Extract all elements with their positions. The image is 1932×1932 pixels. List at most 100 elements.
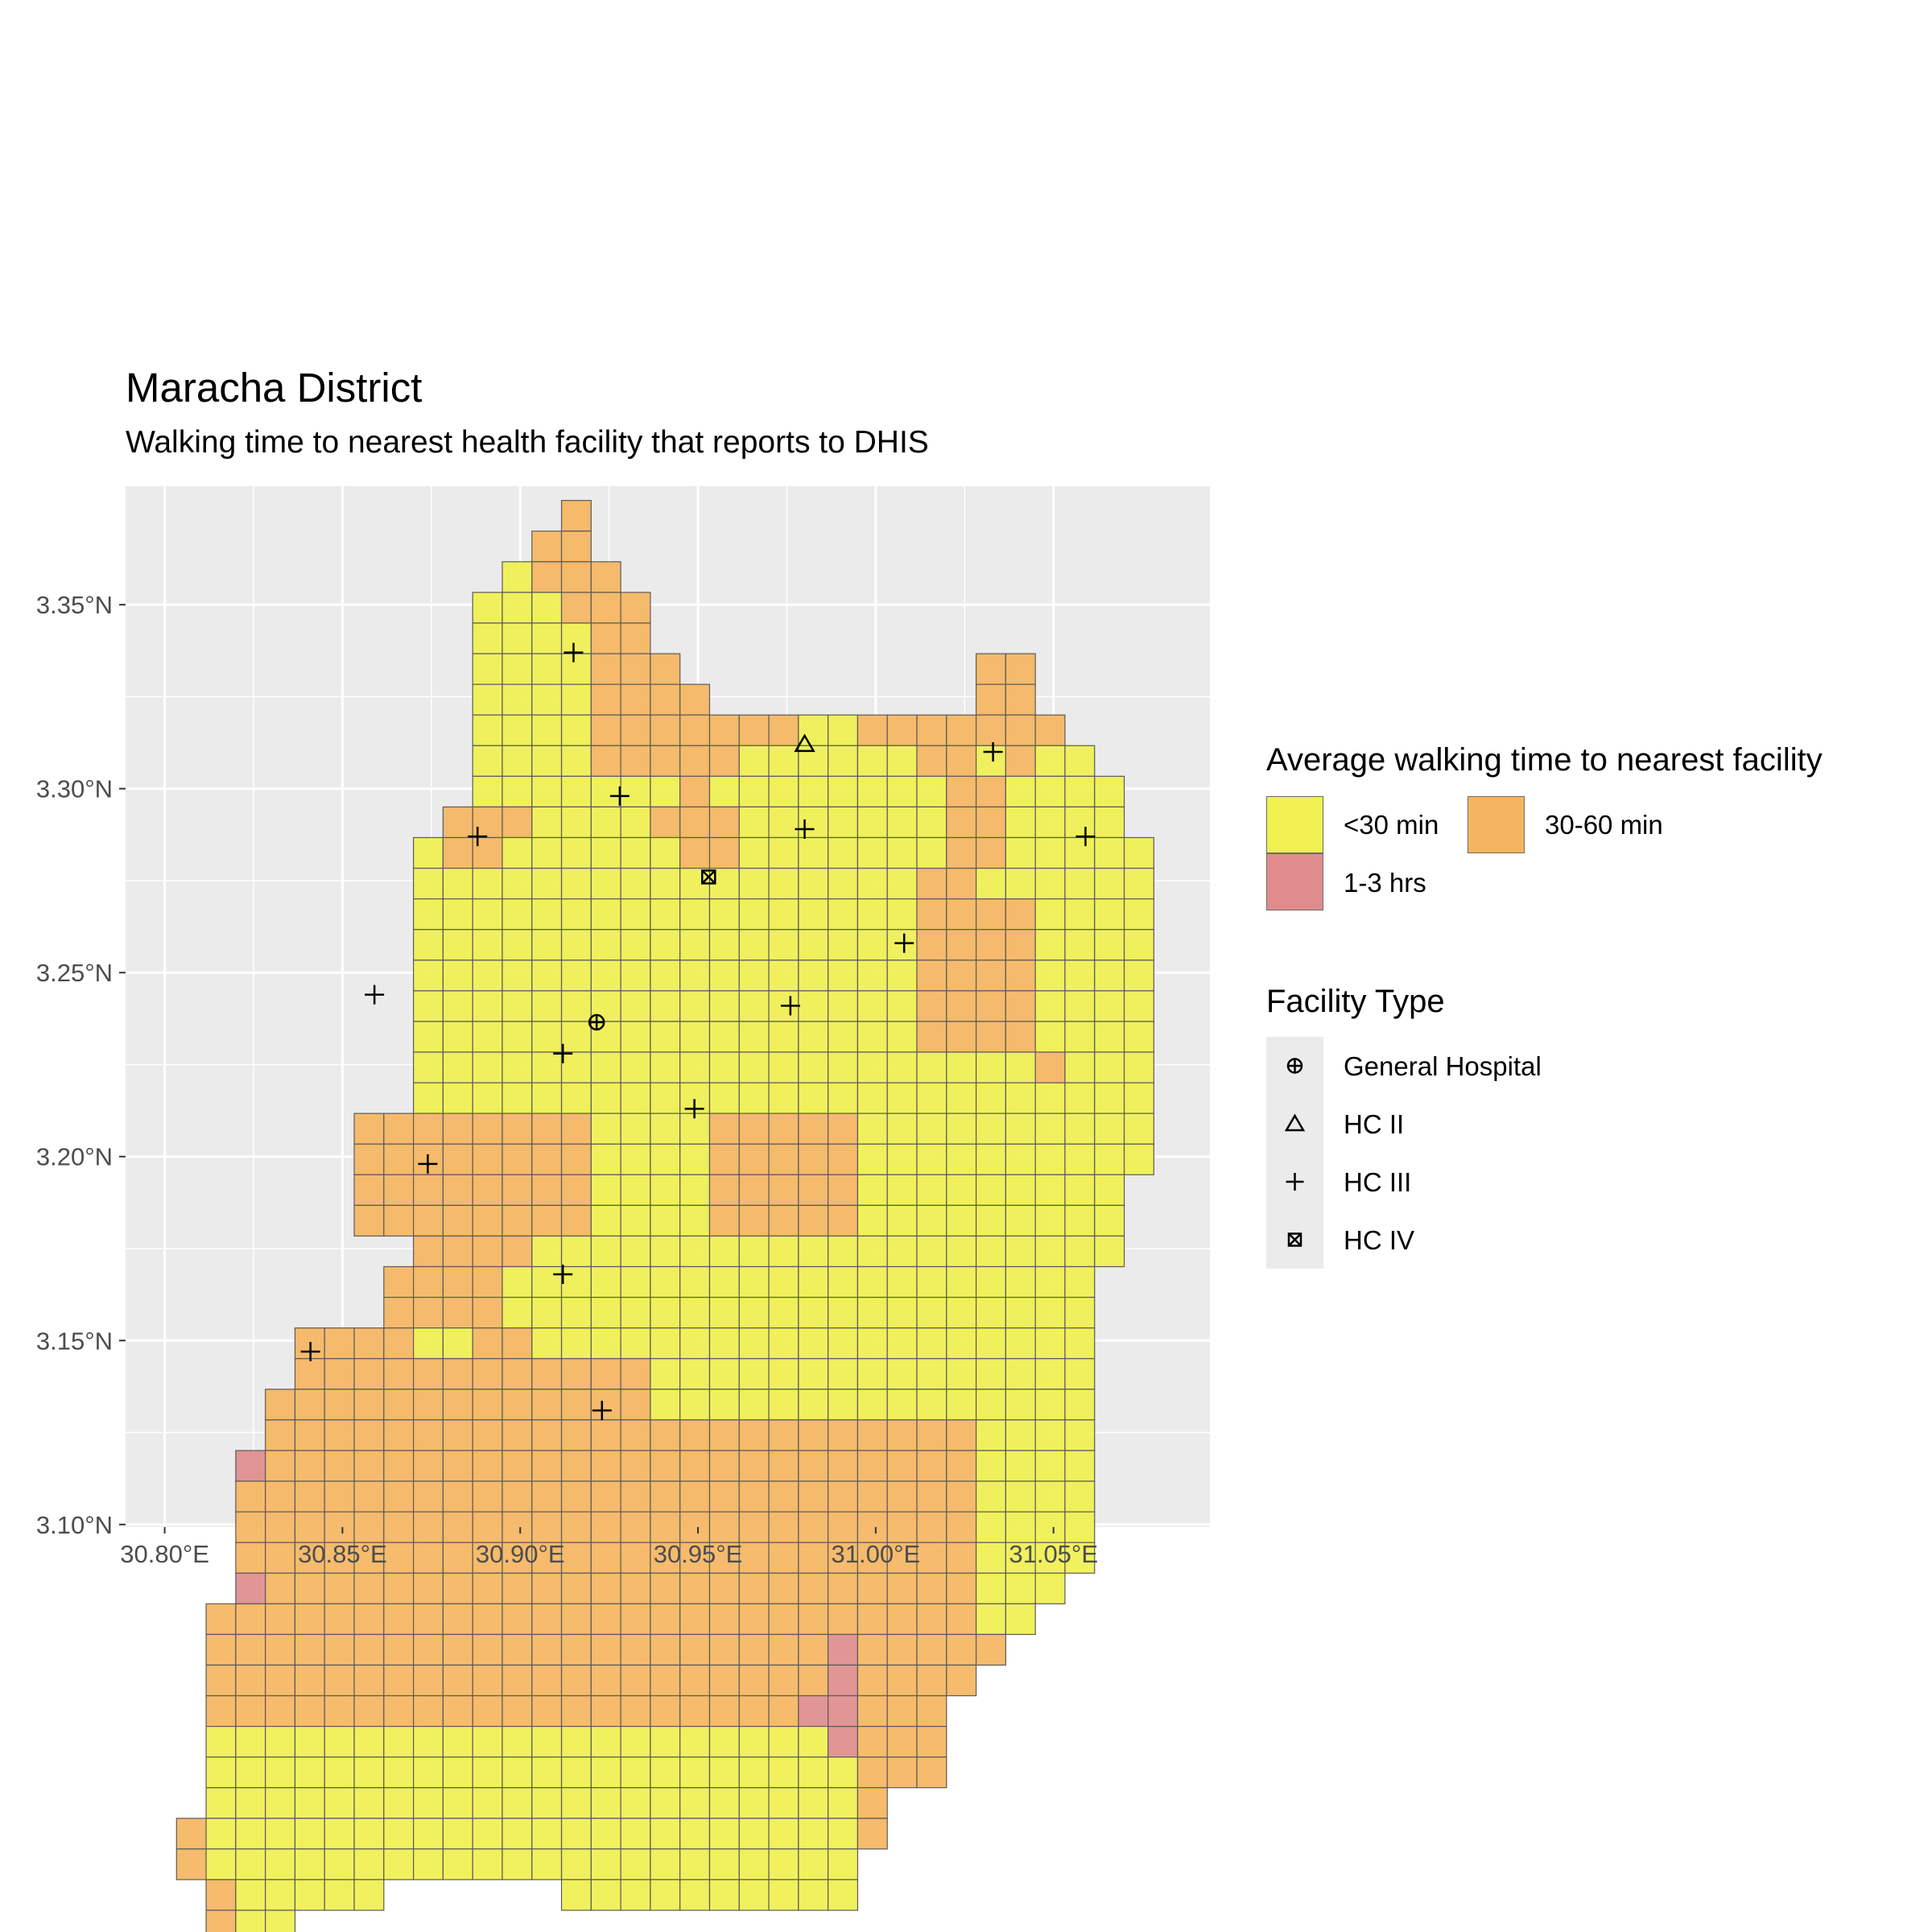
grid-cell <box>679 1848 711 1880</box>
grid-cell <box>590 653 621 685</box>
grid-cell <box>708 1143 740 1175</box>
grid-cell <box>590 1082 621 1114</box>
grid-cell <box>1064 990 1096 1022</box>
grid-cell <box>472 714 503 746</box>
grid-cell <box>886 806 918 839</box>
grid-cell <box>472 1818 503 1850</box>
grid-cell <box>679 1051 711 1084</box>
grid-cell <box>442 836 473 869</box>
grid-cell <box>472 683 503 716</box>
grid-cell <box>560 1419 592 1451</box>
grid-cell <box>857 806 888 839</box>
grid-cell <box>828 1327 859 1360</box>
grid-cell <box>590 1235 621 1268</box>
grid-cell <box>590 1358 621 1390</box>
grid-cell <box>442 1235 473 1268</box>
grid-cell <box>768 836 799 869</box>
grid-cell <box>265 1633 296 1666</box>
grid-cell <box>679 960 711 992</box>
legend-key-1-3-hrs <box>1266 853 1323 910</box>
grid-cell <box>502 1603 533 1635</box>
grid-cell <box>353 1143 385 1175</box>
grid-cell <box>265 1787 296 1819</box>
grid-cell <box>738 1757 770 1789</box>
grid-cell <box>294 1725 325 1758</box>
grid-cell <box>383 1265 415 1298</box>
grid-cell <box>916 1174 947 1206</box>
grid-cell <box>383 1603 415 1635</box>
grid-cell <box>857 1787 888 1819</box>
grid-cell <box>560 1450 592 1482</box>
grid-cell <box>828 1664 859 1697</box>
grid-cell <box>708 1389 740 1421</box>
grid-cell <box>650 1725 681 1758</box>
grid-cell <box>353 1450 385 1482</box>
grid-cell <box>708 1450 740 1482</box>
grid-cell <box>828 1051 859 1084</box>
grid-cell <box>975 1082 1006 1114</box>
grid-cell <box>1005 1358 1036 1390</box>
grid-cell <box>1064 1082 1096 1114</box>
grid-cell <box>472 1082 503 1114</box>
grid-cell <box>708 1296 740 1329</box>
grid-cell <box>531 1296 563 1329</box>
grid-cell <box>798 1695 829 1728</box>
grid-cell <box>975 1143 1006 1175</box>
grid-cell <box>1034 1572 1066 1604</box>
grid-cell <box>412 1265 444 1298</box>
grid-cell <box>324 1695 355 1728</box>
grid-cell <box>798 836 829 869</box>
grid-cell <box>650 1757 681 1789</box>
grid-cell <box>590 898 621 931</box>
grid-cell <box>946 1296 977 1329</box>
grid-cell <box>738 867 770 900</box>
grid-cell <box>738 960 770 992</box>
grid-cell <box>442 929 473 961</box>
grid-cell <box>798 1848 829 1880</box>
grid-cell <box>1034 1204 1066 1237</box>
grid-cell <box>679 1174 711 1206</box>
grid-cell <box>886 1082 918 1114</box>
grid-cell <box>650 990 681 1022</box>
grid-cell <box>975 1327 1006 1360</box>
x-tick-label: 31.00°E <box>832 1540 921 1568</box>
grid-cell <box>1005 867 1036 900</box>
grid-cell <box>383 1450 415 1482</box>
grid-cell <box>294 1633 325 1666</box>
grid-cell <box>412 960 444 992</box>
grid-cell <box>1034 1265 1066 1298</box>
grid-cell <box>472 1757 503 1789</box>
facility-markers <box>300 642 1096 1421</box>
grid-cell <box>946 714 977 746</box>
grid-cell <box>1094 1143 1125 1175</box>
grid-cell <box>828 960 859 992</box>
grid-cell <box>1064 836 1096 869</box>
grid-cell <box>798 1725 829 1758</box>
grid-cell <box>946 1082 977 1114</box>
grid-cell <box>590 1419 621 1451</box>
grid-cell <box>472 745 503 777</box>
grid-cell <box>946 1358 977 1390</box>
grid-cell <box>502 1725 533 1758</box>
grid-cell <box>886 775 918 808</box>
grid-cell <box>620 1021 651 1053</box>
grid-cell <box>205 1757 237 1789</box>
grid-cell <box>886 1542 918 1574</box>
legend-key-30-60 <box>1468 796 1525 853</box>
grid-cell <box>235 1909 266 1932</box>
grid-cell <box>412 836 444 869</box>
grid-cell <box>679 1327 711 1360</box>
grid-cell <box>531 1725 563 1758</box>
grid-cell <box>798 1265 829 1298</box>
x-tick-label: 30.95°E <box>654 1540 743 1568</box>
grid-cell <box>265 1664 296 1697</box>
grid-cell <box>620 1358 651 1390</box>
grid-cell <box>768 1021 799 1053</box>
grid-cell <box>975 653 1006 685</box>
hc-iii-marker <box>553 1043 573 1063</box>
grid-cell <box>975 1542 1006 1574</box>
grid-cell <box>235 1695 266 1728</box>
grid-cell <box>768 1818 799 1850</box>
grid-cell <box>828 1143 859 1175</box>
grid-cell <box>590 1204 621 1237</box>
